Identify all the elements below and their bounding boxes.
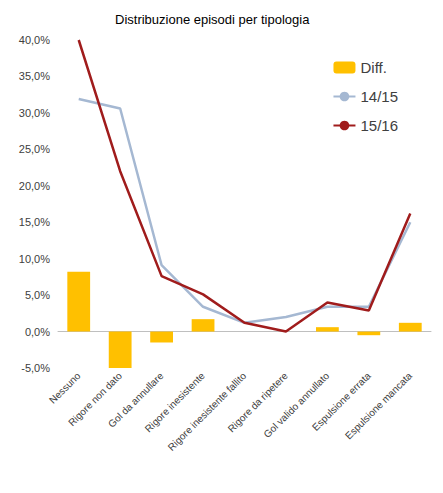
svg-text:0,0%: 0,0% — [25, 326, 50, 338]
svg-text:Rigore da ripetere: Rigore da ripetere — [225, 370, 290, 435]
svg-text:-5,0%: -5,0% — [21, 362, 50, 374]
svg-text:10,0%: 10,0% — [19, 253, 50, 265]
svg-text:Distribuzione episodi per tipo: Distribuzione episodi per tipologia — [115, 12, 310, 27]
svg-text:15/16: 15/16 — [360, 117, 398, 134]
svg-text:30,0%: 30,0% — [19, 107, 50, 119]
svg-text:Espulsione mancata: Espulsione mancata — [343, 370, 415, 442]
svg-text:35,0%: 35,0% — [19, 70, 50, 82]
svg-text:Gol valido annullato: Gol valido annullato — [261, 370, 332, 440]
svg-text:Rigore inesistente fallito: Rigore inesistente fallito — [166, 370, 249, 453]
svg-text:Gol da annullare: Gol da annullare — [105, 370, 166, 430]
svg-text:15,0%: 15,0% — [19, 216, 50, 228]
svg-text:5,0%: 5,0% — [25, 289, 50, 301]
svg-text:Rigore non dato: Rigore non dato — [66, 370, 125, 429]
svg-text:Diff.: Diff. — [360, 59, 386, 76]
svg-text:Espulsione errata: Espulsione errata — [310, 370, 373, 433]
svg-text:20,0%: 20,0% — [19, 180, 50, 192]
svg-text:25,0%: 25,0% — [19, 143, 50, 155]
svg-text:40,0%: 40,0% — [19, 34, 50, 46]
svg-text:Nessuno: Nessuno — [47, 370, 83, 406]
svg-text:14/15: 14/15 — [360, 88, 398, 105]
